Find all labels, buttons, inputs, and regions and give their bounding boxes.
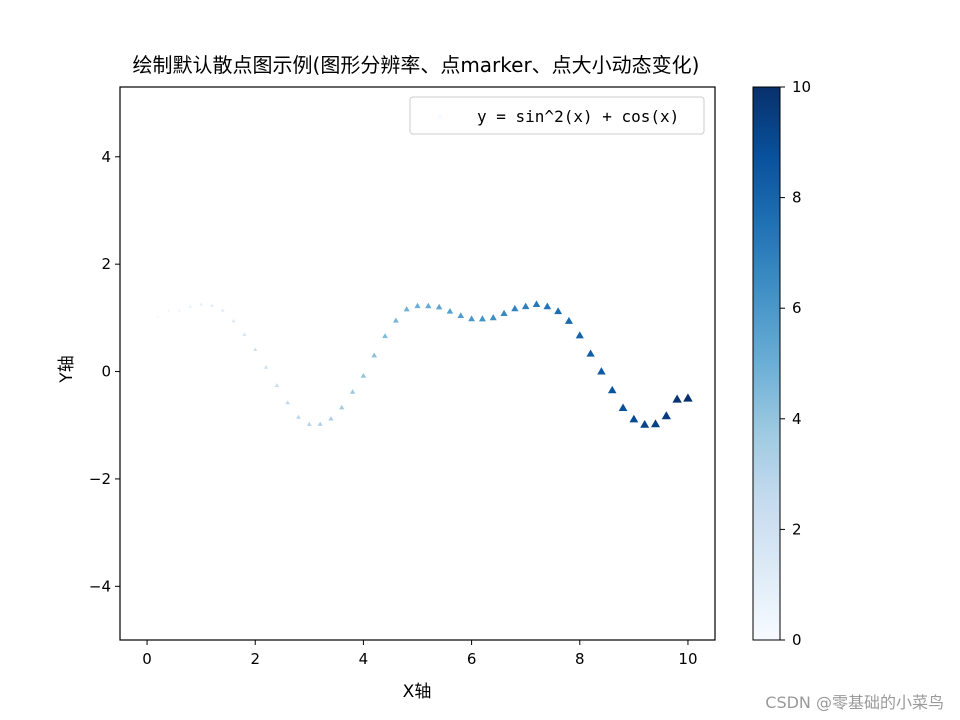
y-axis: −4 −2 0 2 4 — [89, 148, 120, 595]
x-axis-label: X轴 — [403, 682, 432, 702]
watermark: CSDN @零基础的小菜鸟 — [765, 693, 944, 712]
data-point — [661, 411, 671, 420]
legend-label: y = sin^2(x) + cos(x) — [477, 107, 679, 126]
data-point — [382, 333, 388, 339]
data-point — [210, 303, 214, 307]
data-point — [521, 302, 530, 310]
data-point — [371, 352, 378, 358]
data-point — [435, 303, 443, 310]
x-tick-label: 4 — [359, 650, 369, 668]
data-point — [575, 331, 584, 339]
data-point — [349, 389, 356, 394]
data-point — [650, 419, 661, 428]
data-point — [543, 302, 552, 310]
data-point — [457, 312, 465, 319]
legend-marker — [437, 113, 443, 119]
data-point — [500, 309, 508, 317]
data-point — [586, 349, 595, 357]
data-point — [629, 414, 639, 423]
y-tick-label: 4 — [101, 148, 111, 166]
x-tick-label: 8 — [575, 650, 585, 668]
y-tick-label: 0 — [101, 363, 111, 381]
data-point — [564, 316, 573, 324]
y-tick-label: −4 — [89, 577, 111, 595]
data-point — [253, 347, 258, 351]
colorbar-ticks: 0 2 4 6 8 10 — [780, 78, 811, 649]
data-point — [392, 317, 399, 323]
data-point — [177, 308, 182, 312]
data-point — [274, 383, 280, 388]
data-point — [360, 372, 367, 378]
data-point — [156, 315, 160, 318]
data-point — [403, 306, 410, 312]
plot-area-frame — [119, 86, 716, 641]
data-point — [414, 302, 421, 309]
data-point — [532, 300, 541, 308]
data-point — [199, 302, 203, 306]
data-point — [167, 309, 171, 312]
data-point — [231, 319, 236, 323]
y-tick-label: −2 — [89, 470, 111, 488]
legend-box — [409, 96, 705, 135]
y-tick-label: 2 — [101, 255, 111, 273]
data-point — [468, 315, 476, 322]
data-point — [317, 421, 323, 426]
data-point — [597, 367, 606, 375]
colorbar-tick-label: 8 — [792, 189, 802, 207]
data-point — [446, 307, 454, 314]
data-point — [489, 314, 497, 321]
data-point — [188, 304, 193, 308]
colorbar-gradient — [752, 86, 781, 641]
x-tick-label: 10 — [678, 650, 697, 668]
data-point — [339, 404, 345, 410]
x-axis: 0 2 4 6 8 10 — [142, 640, 698, 668]
data-point — [640, 419, 650, 428]
x-tick-label: 2 — [250, 650, 260, 668]
colorbar-tick-label: 0 — [792, 631, 802, 649]
colorbar: 0 2 4 6 8 10 — [752, 78, 811, 649]
data-point — [306, 421, 312, 426]
x-tick-label: 0 — [142, 650, 152, 668]
data-point — [683, 393, 693, 402]
data-point — [554, 307, 563, 315]
data-point — [242, 332, 247, 336]
data-point — [220, 308, 225, 312]
data-point — [618, 403, 628, 412]
colorbar-tick-label: 4 — [792, 410, 802, 428]
data-point — [296, 414, 301, 419]
x-tick-label: 6 — [467, 650, 477, 668]
data-point — [328, 416, 334, 421]
data-point — [478, 315, 486, 322]
colorbar-tick-label: 10 — [792, 78, 811, 96]
data-point — [425, 302, 432, 309]
data-point — [672, 394, 682, 403]
legend: y = sin^2(x) + cos(x) — [409, 96, 705, 135]
colorbar-tick-label: 2 — [792, 520, 802, 538]
y-axis-label: Y轴 — [57, 355, 77, 383]
data-point — [511, 304, 519, 312]
data-point — [263, 364, 269, 369]
data-point — [285, 400, 290, 405]
data-points — [156, 300, 693, 428]
chart-title: 绘制默认散点图示例(图形分辨率、点marker、点大小动态变化) — [133, 53, 700, 77]
data-point — [607, 385, 617, 394]
colorbar-tick-label: 6 — [792, 299, 802, 317]
